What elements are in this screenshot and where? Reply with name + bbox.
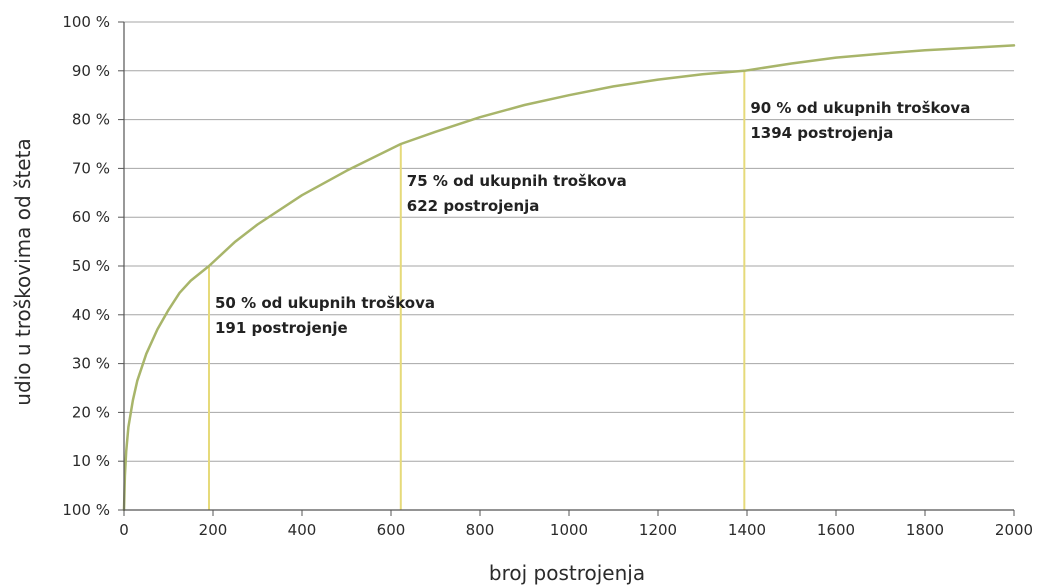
x-tick-label: 2000: [995, 521, 1033, 539]
annotation-3-line2: 1394 postrojenja: [750, 124, 893, 142]
x-tick-label: 0: [119, 521, 129, 539]
annotation-1-line1: 50 % od ukupnih troškova: [215, 294, 435, 312]
y-tick-label: 100 %: [62, 501, 110, 519]
x-tick-label: 1200: [639, 521, 677, 539]
annotation-1-line2: 191 postrojenje: [215, 319, 348, 337]
axes: [118, 21, 1015, 516]
annotation-2-line1: 75 % od ukupnih troškova: [407, 172, 627, 190]
x-tick-label: 600: [377, 521, 406, 539]
marker-lines: [207, 70, 746, 510]
series-line-1: [122, 44, 1016, 512]
series-group: [122, 44, 1016, 512]
x-tick-label: 1600: [817, 521, 855, 539]
y-tick-labels: 100 % 10 % 20 % 30 % 40 % 50 % 60 % 70 % 80 % 90 …: [62, 13, 110, 519]
y-tick-label: 30 %: [72, 355, 110, 373]
x-tick-label: 1800: [906, 521, 944, 539]
annotation-2-line2: 622 postrojenja: [407, 197, 540, 215]
gridlines: [124, 21, 1014, 462]
x-tick-label: 1400: [728, 521, 766, 539]
x-tick-label: 200: [199, 521, 228, 539]
x-tick-label: 1000: [550, 521, 588, 539]
x-tick-labels: 0 200 400 600 800 1000 1200 1400 1600 1800 2000: [119, 521, 1033, 539]
y-tick-label: 10 %: [72, 452, 110, 470]
annotations: 50 % od ukupnih troškova 191 postrojenje 7…: [215, 99, 970, 337]
y-tick-label: 70 %: [72, 159, 110, 177]
y-tick-label: 90 %: [72, 62, 110, 80]
annotation-3-line1: 90 % od ukupnih troškova: [750, 99, 970, 117]
x-tick-label: 800: [466, 521, 495, 539]
y-tick-label: 100 %: [62, 13, 110, 31]
y-tick-label: 50 %: [72, 257, 110, 275]
y-tick-label: 40 %: [72, 306, 110, 324]
y-tick-label: 20 %: [72, 403, 110, 421]
x-tick-label: 400: [288, 521, 317, 539]
y-axis-title: udio u troškovima od šteta: [11, 138, 35, 405]
y-tick-label: 60 %: [72, 208, 110, 226]
x-axis-title: broj postrojenja: [489, 561, 645, 585]
y-tick-label: 80 %: [72, 111, 110, 129]
